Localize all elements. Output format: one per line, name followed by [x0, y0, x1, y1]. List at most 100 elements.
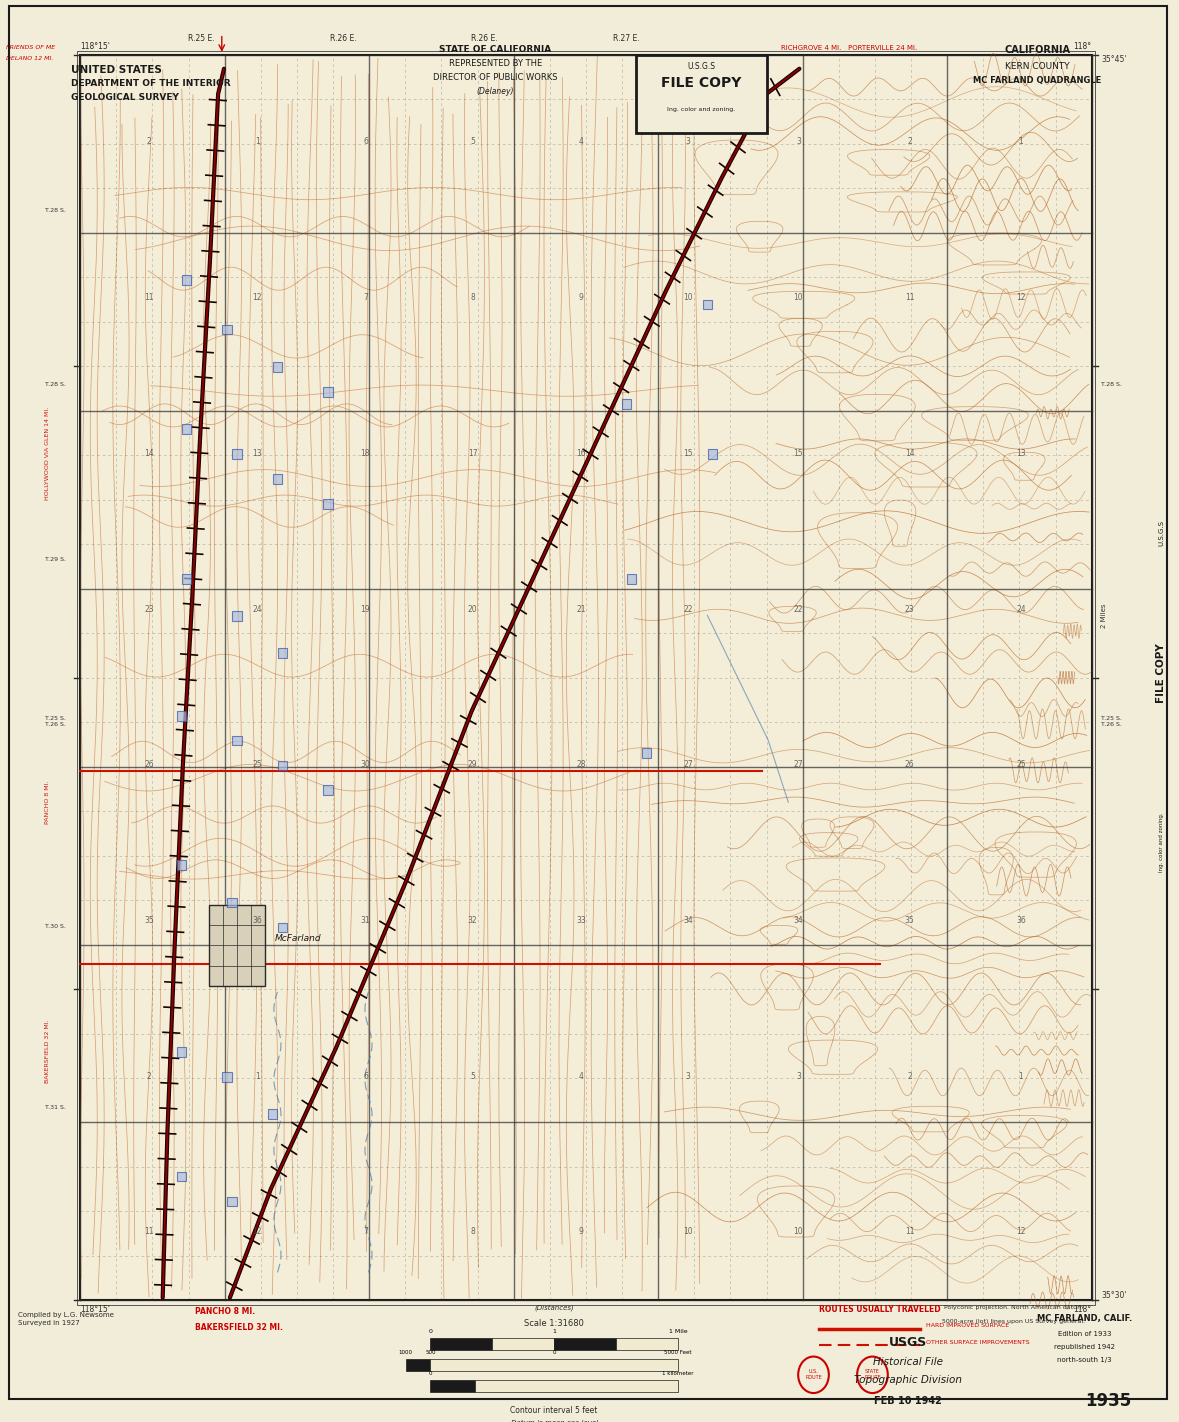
Bar	[323, 785, 332, 795]
Bar	[268, 1109, 277, 1119]
Bar	[323, 499, 332, 509]
Bar	[80, 54, 1092, 1301]
Text: T.30 S.: T.30 S.	[45, 924, 66, 929]
Text: GEOLOGICAL SURVEY: GEOLOGICAL SURVEY	[71, 92, 178, 101]
Text: HOLLYWOOD VIA GLEN 14 MI.: HOLLYWOOD VIA GLEN 14 MI.	[45, 407, 50, 501]
Bar	[615, 1338, 678, 1349]
Text: FILE COPY: FILE COPY	[661, 75, 742, 90]
Text: Compiled by L.G. Newsome
Surveyed in 1927: Compiled by L.G. Newsome Surveyed in 192…	[18, 1311, 113, 1327]
Text: 9: 9	[579, 1227, 584, 1237]
Text: 13: 13	[252, 449, 262, 458]
Text: 35: 35	[144, 916, 153, 924]
Text: BAKERSFIELD 32 MI.: BAKERSFIELD 32 MI.	[45, 1020, 50, 1084]
Text: U.S.
ROUTE: U.S. ROUTE	[805, 1369, 822, 1381]
Text: 3: 3	[686, 138, 691, 146]
Text: McFarland: McFarland	[275, 934, 322, 943]
Text: 12: 12	[252, 1227, 262, 1237]
Text: 23: 23	[904, 604, 915, 613]
Text: 35°45': 35°45'	[1101, 54, 1127, 64]
Text: 14: 14	[144, 449, 153, 458]
Text: 5000-acre (lot) lines upon US Survey general.: 5000-acre (lot) lines upon US Survey gen…	[942, 1318, 1086, 1324]
Text: 4: 4	[579, 1072, 584, 1081]
Text: DELANO 12 MI.: DELANO 12 MI.	[6, 55, 53, 61]
Text: Scale 1:31680: Scale 1:31680	[525, 1318, 584, 1328]
Bar	[182, 424, 191, 434]
Text: PANCHO 8 MI.: PANCHO 8 MI.	[45, 781, 50, 823]
Text: BAKERSFIELD 32 MI.: BAKERSFIELD 32 MI.	[195, 1322, 283, 1332]
Text: DEPARTMENT OF THE INTERIOR: DEPARTMENT OF THE INTERIOR	[71, 78, 230, 88]
Text: 7: 7	[363, 1227, 368, 1237]
Text: 1: 1	[255, 138, 259, 146]
Text: 0: 0	[553, 1349, 555, 1355]
Bar	[406, 1359, 430, 1371]
Bar	[707, 449, 717, 459]
Text: STATE OF CALIFORNIA: STATE OF CALIFORNIA	[439, 46, 552, 54]
Text: 2: 2	[908, 1072, 913, 1081]
Bar	[232, 449, 242, 459]
Text: ROUTES USUALLY TRAVELED: ROUTES USUALLY TRAVELED	[819, 1304, 941, 1314]
Text: R.26 E.: R.26 E.	[472, 34, 498, 44]
Bar	[228, 1196, 237, 1206]
Bar	[272, 363, 282, 371]
Bar	[492, 1338, 554, 1349]
Text: 4: 4	[579, 138, 584, 146]
Text: FEB 10 1942: FEB 10 1942	[874, 1396, 942, 1406]
Text: 12: 12	[1016, 1227, 1026, 1237]
Text: 11: 11	[905, 1227, 915, 1237]
Text: T.25 S.
T.26 S.: T.25 S. T.26 S.	[1101, 715, 1122, 727]
Text: 3: 3	[796, 1072, 801, 1081]
Text: 15: 15	[684, 449, 693, 458]
Bar	[278, 761, 288, 771]
Text: U.S.G.S: U.S.G.S	[687, 61, 716, 71]
Text: UNITED STATES: UNITED STATES	[71, 64, 162, 74]
Text: 10: 10	[684, 1227, 693, 1237]
Text: 1000: 1000	[399, 1349, 413, 1355]
Text: 18: 18	[361, 449, 370, 458]
Bar	[430, 1381, 475, 1392]
Text: 118°15': 118°15'	[80, 1304, 110, 1314]
Text: DIRECTOR OF PUBLIC WORKS: DIRECTOR OF PUBLIC WORKS	[433, 73, 558, 82]
Bar	[77, 51, 1095, 1304]
Text: R.25 E.: R.25 E.	[189, 34, 215, 44]
Text: 118°: 118°	[1074, 41, 1092, 51]
Text: 25: 25	[252, 761, 262, 769]
Bar	[209, 904, 265, 985]
Text: 24: 24	[1016, 604, 1026, 613]
Text: 1935: 1935	[1085, 1392, 1132, 1409]
Text: 8: 8	[470, 1227, 475, 1237]
Bar	[323, 387, 332, 397]
Text: (Delaney): (Delaney)	[476, 87, 514, 95]
Text: STATE
ROUTE: STATE ROUTE	[864, 1369, 881, 1381]
Text: 1 Mile: 1 Mile	[668, 1330, 687, 1334]
Text: 22: 22	[793, 604, 803, 613]
Bar	[430, 1359, 678, 1371]
Text: 36: 36	[252, 916, 262, 924]
Text: 1: 1	[255, 1072, 259, 1081]
Text: 10: 10	[793, 1227, 803, 1237]
Text: 5: 5	[470, 138, 475, 146]
Text: T.28 S.: T.28 S.	[45, 383, 66, 387]
Text: 10: 10	[793, 293, 803, 301]
Text: 7: 7	[363, 293, 368, 301]
Text: 23: 23	[144, 604, 153, 613]
Bar	[177, 860, 186, 870]
Text: 22: 22	[684, 604, 693, 613]
Text: FILE COPY: FILE COPY	[1157, 644, 1166, 704]
Text: 11: 11	[144, 1227, 153, 1237]
Text: MC FARLAND, CALIF.: MC FARLAND, CALIF.	[1038, 1314, 1132, 1324]
Text: 29: 29	[468, 761, 477, 769]
Text: 16: 16	[577, 449, 586, 458]
Text: 118°: 118°	[1074, 1304, 1092, 1314]
Text: REPRESENTED BY THE: REPRESENTED BY THE	[448, 58, 542, 68]
Text: 2 Miles: 2 Miles	[1101, 603, 1107, 627]
Text: 11: 11	[144, 293, 153, 301]
Text: 35: 35	[904, 916, 915, 924]
Text: 26: 26	[144, 761, 153, 769]
Text: 21: 21	[577, 604, 586, 613]
Bar	[272, 474, 282, 483]
Text: 0: 0	[428, 1330, 433, 1334]
Text: HARD IMPROVED SURFACE: HARD IMPROVED SURFACE	[926, 1324, 1009, 1328]
Text: T.31 S.: T.31 S.	[45, 1105, 66, 1109]
Bar	[430, 1338, 492, 1349]
Bar	[641, 748, 651, 758]
